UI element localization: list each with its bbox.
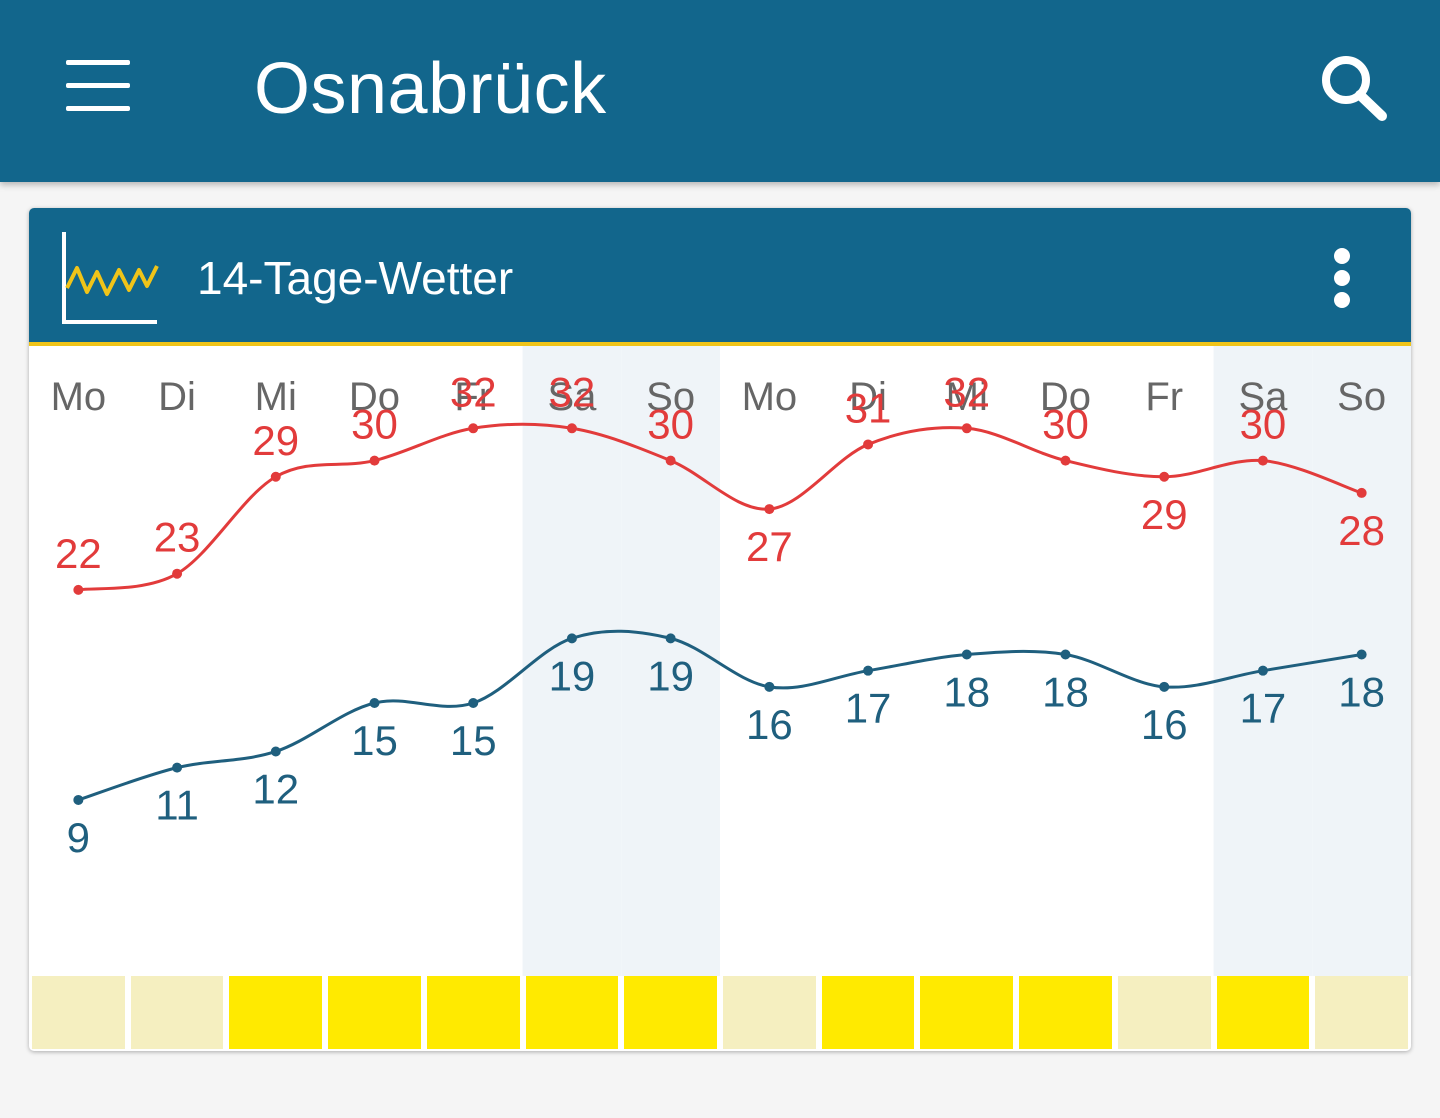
min-temp-label: 15 [450,717,497,764]
min-temp-line [77,629,1362,802]
max-temp-point [1257,455,1268,466]
hamburger-menu-icon[interactable] [48,46,148,126]
day-label: Di [849,375,887,419]
day-label: Do [1040,375,1091,419]
weekend-shade [1213,346,1313,976]
sunshine-cell [525,976,619,1049]
min-temp-point [369,698,380,708]
day-label: Di [158,375,196,419]
min-temp-label: 16 [1141,701,1188,748]
min-temp-point [468,698,479,708]
max-temp-point [369,455,380,466]
min-temp-label: 16 [746,701,793,748]
min-temp-label: 17 [1240,685,1287,732]
max-temp-point [665,455,676,466]
sunshine-cell [328,976,421,1049]
max-temp-label: 30 [1240,401,1287,448]
app-bar: Osnabrück [0,0,1440,182]
day-label: Mi [946,375,988,419]
max-temp-label: 22 [55,530,102,577]
max-temp-point [73,584,84,595]
day-label: Mo [742,375,798,419]
sunshine-cell [1315,976,1408,1049]
max-temp-point [566,423,577,434]
sunshine-cell [426,976,520,1049]
min-temp-point [863,665,874,676]
weekend-shade [621,346,720,976]
max-temp-label: 28 [1338,507,1385,554]
temperature-chart: Mo Di Mi Do Fr Sa So Mo Di Mi Do Fr Sa So 22 23 29 30 32 32… [51,346,1411,976]
day-label: Mi [255,375,297,419]
max-temp-label: 29 [1141,491,1188,538]
min-temp-label: 18 [1338,669,1385,716]
max-temp-label: 32 [450,368,497,415]
min-temp-point [961,649,972,660]
weekend-shade [522,346,622,976]
max-temp-point [1060,455,1071,466]
min-temp-point [73,794,84,805]
card-header: 14-Tage-Wetter [29,208,1411,346]
max-temp-label: 29 [252,417,299,464]
card-title: 14-Tage-Wetter [197,252,514,304]
max-temp-label: 27 [746,523,793,570]
max-temp-label: 30 [647,401,694,448]
min-temp-point [270,746,281,757]
sunshine-cell [32,976,125,1049]
max-temp-point [1159,471,1170,482]
min-temp-point [764,681,775,692]
sunshine-cell [624,976,717,1049]
search-icon[interactable] [1312,48,1396,128]
sunshine-cell [1216,976,1310,1049]
max-temp-point [468,423,479,434]
max-temp-label: 32 [549,368,596,415]
sunshine-cell [1117,976,1211,1049]
max-temp-label: 30 [351,401,398,448]
day-label: Sa [1238,375,1288,419]
min-temp-point [1356,649,1367,660]
max-temp-point [172,568,183,579]
min-temp-label: 18 [943,669,990,716]
sunshine-cell [920,976,1014,1049]
min-temp-label: 17 [845,685,892,732]
min-temp-label: 19 [647,652,694,699]
day-label: Fr [1145,375,1183,419]
day-label: So [1337,375,1386,419]
sunshine-cell [229,976,323,1049]
sunshine-cell [130,976,224,1049]
max-temp-point [961,423,972,434]
max-temp-point [764,504,775,515]
day-label: So [646,375,695,419]
day-label: Sa [547,375,597,419]
min-temp-point [665,633,676,644]
max-temp-point [863,439,874,450]
min-temp-label: 18 [1042,669,1089,716]
min-temp-point [566,633,577,644]
min-temp-point [1060,649,1071,660]
min-temp-label: 9 [67,814,90,861]
max-temp-label: 30 [1042,401,1089,448]
app-title: Osnabrück [254,49,607,129]
day-label: Fr [454,375,492,419]
sunshine-cell [1019,976,1112,1049]
max-temp-label: 23 [154,514,201,561]
min-temp-point [1257,665,1268,676]
min-temp-label: 12 [252,765,299,812]
sunshine-cell [723,976,816,1049]
min-temp-label: 19 [549,652,596,699]
sunshine-strip [29,972,1411,1051]
day-label: Do [349,375,400,419]
line-chart-icon [59,230,159,325]
more-vertical-icon[interactable] [1317,238,1367,318]
max-temp-label: 32 [943,368,990,415]
min-temp-point [172,762,183,773]
min-temp-point [1159,681,1170,692]
sunshine-cell [821,976,915,1049]
min-temp-label: 15 [351,717,398,764]
max-temp-point [1356,487,1367,498]
day-label: Mo [51,375,107,419]
max-temp-label: 31 [845,384,892,431]
forecast-card: 14-Tage-Wetter Mo Di Mi Do Fr Sa So Mo Di Mi Do Fr S… [29,208,1411,1051]
min-temp-label: 11 [155,782,199,829]
max-temp-point [270,471,281,482]
